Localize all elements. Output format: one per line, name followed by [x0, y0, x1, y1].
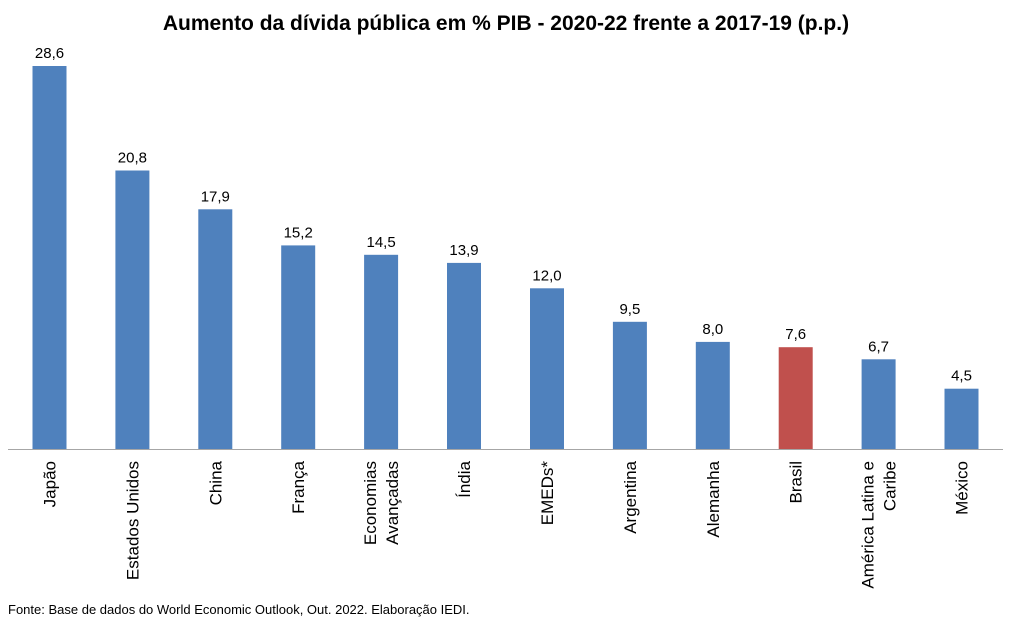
svg-text:Estados Unidos: Estados Unidos	[123, 461, 142, 580]
x-tick-label-10: América Latina e Caribe	[859, 461, 900, 589]
svg-text:França: França	[289, 460, 308, 513]
bar-11	[944, 388, 979, 449]
x-tick-label-5: Índia	[455, 460, 474, 497]
bar-5	[447, 262, 481, 449]
x-tick-label-0: Japão	[41, 461, 60, 507]
bar-8	[695, 341, 730, 449]
source-note: Fonte: Base de dados do World Economic O…	[8, 602, 470, 617]
value-label-11: 4,5	[951, 368, 972, 385]
x-tick-label-2: China	[206, 460, 225, 505]
x-tick-label-1: Estados Unidos	[123, 461, 142, 580]
bar-chart: 28,6 20,8 17,9 15,2 14,5 13,9 12,0 9,5 8,0 7,6 6,7…	[8, 45, 1003, 589]
x-tick-label-6: EMEDs*	[538, 461, 557, 526]
bar-9	[778, 347, 813, 449]
value-label-1: 20,8	[118, 150, 147, 167]
svg-text:EMEDs*: EMEDs*	[538, 461, 557, 526]
bar-1	[115, 170, 150, 449]
value-labels-layer: 28,6 20,8 17,9 15,2 14,5 13,9 12,0 9,5 8,0 7,6 6,7…	[35, 45, 972, 385]
bar-7	[612, 321, 647, 449]
x-tick-labels-layer: Japão Estados Unidos China França Economias A…	[41, 460, 972, 588]
bar-4	[364, 254, 399, 449]
value-label-6: 12,0	[532, 267, 561, 284]
bar-3	[281, 245, 316, 449]
value-label-3: 15,2	[284, 224, 313, 241]
x-tick-label-4: Economias Avançadas	[361, 461, 402, 545]
value-label-5: 13,9	[449, 242, 478, 259]
bar-6	[530, 288, 564, 449]
bar-2	[198, 209, 233, 449]
value-label-8: 8,0	[702, 321, 723, 338]
svg-text:Brasil: Brasil	[787, 461, 806, 504]
bar-0	[32, 66, 67, 449]
value-label-2: 17,9	[201, 188, 230, 205]
svg-text:Japão: Japão	[41, 461, 60, 507]
value-label-7: 9,5	[619, 301, 640, 318]
value-label-4: 14,5	[366, 234, 395, 251]
svg-text:Alemanha: Alemanha	[704, 460, 723, 537]
value-label-0: 28,6	[35, 45, 64, 62]
x-tick-label-7: Argentina	[621, 460, 640, 533]
value-label-10: 6,7	[868, 338, 889, 355]
x-tick-label-11: México	[953, 461, 972, 515]
x-tick-label-9: Brasil	[787, 461, 806, 504]
svg-text:México: México	[953, 461, 972, 515]
x-tick-label-3: França	[289, 460, 308, 513]
svg-text:China: China	[206, 460, 225, 505]
svg-text:Índia: Índia	[455, 460, 474, 497]
svg-text:Argentina: Argentina	[621, 460, 640, 533]
bar-10	[861, 359, 896, 449]
value-label-9: 7,6	[785, 326, 806, 343]
x-tick-label-8: Alemanha	[704, 460, 723, 537]
chart-title: Aumento da dívida pública em % PIB - 202…	[162, 12, 850, 35]
bars-layer	[32, 66, 979, 449]
